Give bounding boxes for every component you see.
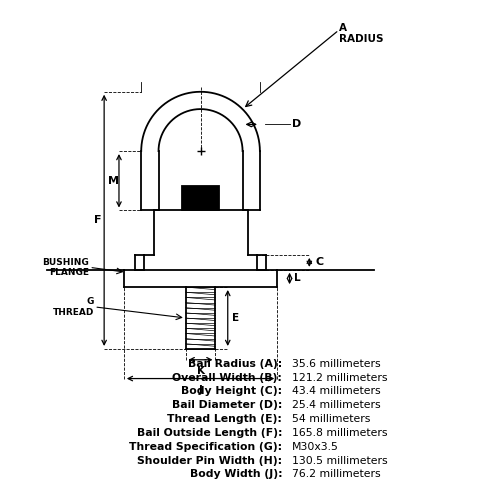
Text: 25.4 millimeters: 25.4 millimeters	[292, 400, 380, 410]
Text: M: M	[108, 176, 118, 186]
Text: K: K	[196, 366, 204, 376]
Text: Overall Width (B):: Overall Width (B):	[172, 372, 282, 382]
Text: F: F	[94, 216, 102, 226]
Text: E: E	[232, 313, 239, 323]
Text: 43.4 millimeters: 43.4 millimeters	[292, 386, 380, 396]
Text: L: L	[294, 274, 300, 283]
Text: J: J	[198, 385, 202, 395]
Text: G
THREAD: G THREAD	[53, 297, 94, 316]
Text: Thread Length (E):: Thread Length (E):	[168, 414, 282, 424]
Text: Bail Outside Length (F):: Bail Outside Length (F):	[136, 428, 282, 438]
Text: C: C	[316, 258, 324, 268]
Text: A
RADIUS: A RADIUS	[339, 22, 384, 44]
Text: Thread Specification (G):: Thread Specification (G):	[129, 442, 282, 452]
Text: Bail Radius (A):: Bail Radius (A):	[188, 358, 282, 368]
Text: Bail Diameter (D):: Bail Diameter (D):	[172, 400, 282, 410]
Text: BUSHING
FLANGE: BUSHING FLANGE	[42, 258, 90, 277]
Text: M30x3.5: M30x3.5	[292, 442, 339, 452]
Text: 54 millimeters: 54 millimeters	[292, 414, 370, 424]
Text: 35.6 millimeters: 35.6 millimeters	[292, 358, 380, 368]
Text: Shoulder Pin Width (H):: Shoulder Pin Width (H):	[137, 456, 282, 466]
Text: Body Width (J):: Body Width (J):	[190, 470, 282, 480]
Text: D: D	[292, 120, 302, 130]
Text: 121.2 millimeters: 121.2 millimeters	[292, 372, 388, 382]
Text: Body Height (C):: Body Height (C):	[181, 386, 282, 396]
Bar	[182, 186, 220, 210]
Text: 76.2 millimeters: 76.2 millimeters	[292, 470, 380, 480]
Text: 165.8 millimeters: 165.8 millimeters	[292, 428, 388, 438]
Text: 130.5 millimeters: 130.5 millimeters	[292, 456, 388, 466]
